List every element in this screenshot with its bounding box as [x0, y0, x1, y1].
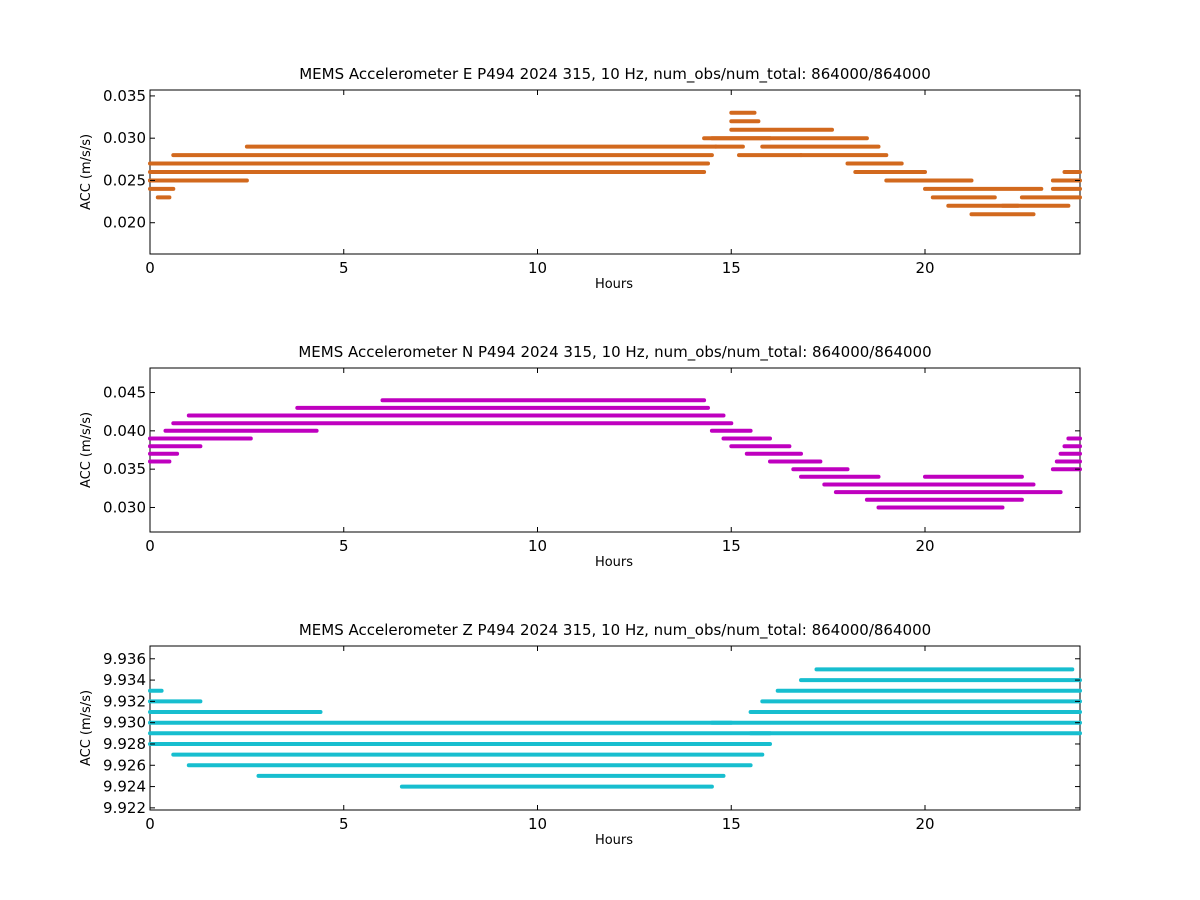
x-axis-label-z: Hours	[595, 833, 633, 848]
x-tick-label-n-4: 20	[915, 537, 934, 555]
y-tick-label-z-6: 9.934	[103, 671, 146, 689]
data-marks-z	[148, 667, 1082, 789]
y-tick-label-z-3: 9.928	[103, 735, 146, 753]
x-tick-label-e-3: 15	[722, 259, 741, 277]
x-tick-label-e-4: 20	[915, 259, 934, 277]
x-tick-label-n-2: 10	[528, 537, 547, 555]
x-tick-label-z-0: 0	[145, 815, 155, 833]
x-tick-label-z-2: 10	[528, 815, 547, 833]
y-axis-label-n: ACC (m/s/s)	[79, 412, 94, 488]
plot-area-n	[149, 367, 1081, 533]
y-tick-label-n-2: 0.040	[103, 422, 146, 440]
x-tick-label-z-1: 5	[339, 815, 349, 833]
y-tick-label-e-3: 0.035	[103, 87, 146, 105]
y-axis-label-z: ACC (m/s/s)	[79, 690, 94, 766]
y-tick-label-z-1: 9.924	[103, 778, 146, 796]
plot-area-z	[149, 645, 1081, 811]
y-tick-label-e-1: 0.025	[103, 171, 146, 189]
x-tick-label-n-0: 0	[145, 537, 155, 555]
y-axis-label-e: ACC (m/s/s)	[79, 134, 94, 210]
x-axis-label-e: Hours	[595, 277, 633, 292]
data-marks-n	[148, 398, 1082, 510]
x-tick-label-n-3: 15	[722, 537, 741, 555]
y-tick-label-z-4: 9.930	[103, 714, 146, 732]
x-tick-label-z-4: 20	[915, 815, 934, 833]
x-tick-label-n-1: 5	[339, 537, 349, 555]
x-tick-label-z-3: 15	[722, 815, 741, 833]
panel-e: MEMS Accelerometer E P494 2024 315, 10 H…	[79, 65, 1082, 292]
chart-title-n: MEMS Accelerometer N P494 2024 315, 10 H…	[298, 343, 931, 362]
y-tick-label-e-2: 0.030	[103, 129, 146, 147]
axis-ticks-e: 0 5 10 15 20 0.020 0.025 0.030 0.035	[103, 87, 1080, 277]
y-tick-label-z-5: 9.932	[103, 692, 146, 710]
y-tick-label-z-2: 9.926	[103, 756, 146, 774]
x-tick-label-e-1: 5	[339, 259, 349, 277]
y-tick-label-z-7: 9.936	[103, 650, 146, 668]
y-tick-label-n-0: 0.030	[103, 498, 146, 516]
axis-ticks-n: 0 5 10 15 20 0.030 0.035 0.040 0.045	[103, 368, 1080, 555]
y-tick-label-z-0: 9.922	[103, 799, 146, 817]
x-axis-label-n: Hours	[595, 555, 633, 570]
y-tick-label-n-3: 0.045	[103, 384, 146, 402]
y-tick-label-e-0: 0.020	[103, 214, 146, 232]
panel-n: MEMS Accelerometer N P494 2024 315, 10 H…	[79, 343, 1082, 570]
axis-ticks-z: 0 5 10 15 20 9.922 9.924 9.926 9.928 9.930 9.932 9.…	[103, 646, 1080, 833]
panel-z: MEMS Accelerometer Z P494 2024 315, 10 H…	[79, 621, 1082, 848]
chart-title-e: MEMS Accelerometer E P494 2024 315, 10 H…	[299, 65, 931, 84]
chart-title-z: MEMS Accelerometer Z P494 2024 315, 10 H…	[299, 621, 931, 640]
data-marks-e	[148, 110, 1082, 217]
y-tick-label-n-1: 0.035	[103, 460, 146, 478]
x-tick-label-e-2: 10	[528, 259, 547, 277]
x-tick-label-e-0: 0	[145, 259, 155, 277]
